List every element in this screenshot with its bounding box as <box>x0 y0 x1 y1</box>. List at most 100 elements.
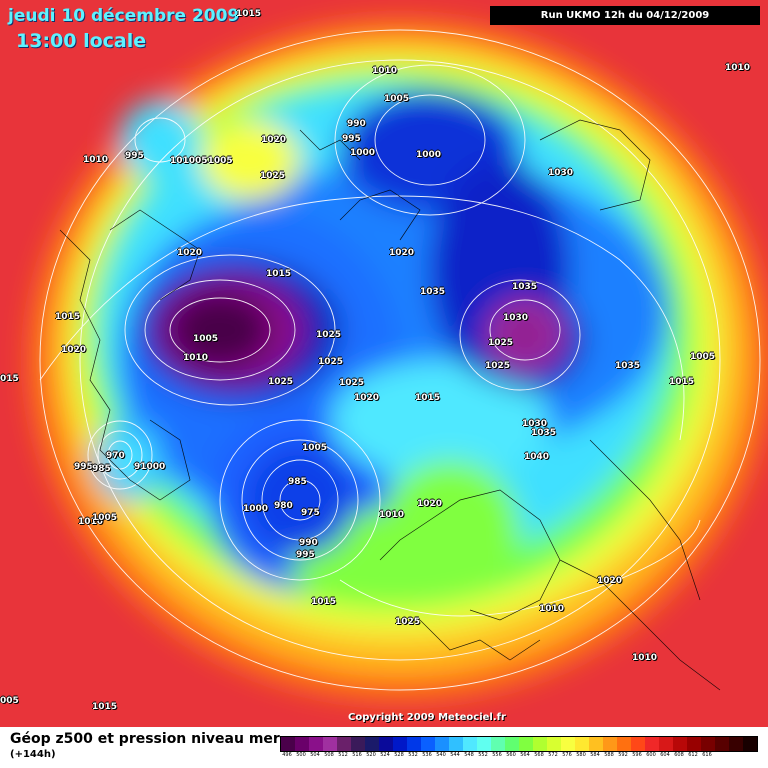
isobar-label: 995 <box>296 550 315 560</box>
scale-tick-label: 592 <box>618 752 628 758</box>
scale-swatch <box>379 737 393 751</box>
scale-tick-label: 564 <box>520 752 530 758</box>
isobar-label: 1030 <box>503 313 529 323</box>
scale-swatch <box>715 737 729 751</box>
scale-swatch <box>281 737 295 751</box>
scale-tick-label: 552 <box>478 752 488 758</box>
scale-tick-label: 596 <box>632 752 642 758</box>
isobar-label: 995 <box>74 462 93 472</box>
isobar-label: 015 <box>0 374 19 384</box>
scale-tick-label: 512 <box>338 752 348 758</box>
scale-swatch <box>575 737 589 751</box>
isobar-label: 975 <box>301 508 320 518</box>
isobar-label: 1020 <box>177 248 203 258</box>
isobar-label: 995 <box>125 151 144 161</box>
isobar-label: 1030 <box>548 168 574 178</box>
scale-tick-label: 532 <box>408 752 418 758</box>
scale-swatch <box>449 737 463 751</box>
isobar-label: 1005 <box>92 513 118 523</box>
isobar-label: 1015 <box>669 377 695 387</box>
isobar-label: 1000 <box>416 150 442 160</box>
isobar-label: 1025 <box>395 617 421 627</box>
isobar-label: 1020 <box>61 345 87 355</box>
isobar-label: 1020 <box>261 135 287 145</box>
scale-swatch <box>421 737 435 751</box>
scale-swatch <box>435 737 449 751</box>
scale-tick-label: 612 <box>688 752 698 758</box>
scale-tick-label <box>714 752 728 758</box>
scale-tick-label: 580 <box>576 752 586 758</box>
isobar-label: 1025 <box>488 338 514 348</box>
scale-tick-label: 500 <box>296 752 306 758</box>
geopotential-scale-ticks: 496 500 504 508 512 516 520 524 528 532 536 540 544 5… <box>280 752 756 758</box>
scale-swatch <box>603 737 617 751</box>
forecast-lead-time: (+144h) <box>10 749 56 760</box>
scale-tick-label: 560 <box>506 752 516 758</box>
scale-swatch <box>351 737 365 751</box>
scale-tick-label: 504 <box>310 752 320 758</box>
isobar-label: 1015 <box>415 393 441 403</box>
isobar-label: 1010 <box>372 66 398 76</box>
isobar-label: 1020 <box>597 576 623 586</box>
isobar-label: 1015 <box>266 269 292 279</box>
scale-swatch <box>687 737 701 751</box>
scale-tick-label: 556 <box>492 752 502 758</box>
isobar-label: 1030 <box>522 419 548 429</box>
scale-tick-label: 548 <box>464 752 474 758</box>
scale-tick-label: 520 <box>366 752 376 758</box>
forecast-time: 13:00 locale <box>16 30 147 52</box>
scale-tick-label: 536 <box>422 752 432 758</box>
scale-swatch <box>547 737 561 751</box>
isobar-label: 1000 <box>350 148 376 158</box>
scale-swatch <box>407 737 421 751</box>
isobar-label: 1025 <box>260 171 286 181</box>
isobar-label: 1015 <box>311 597 337 607</box>
isobar-label: 1015 <box>92 702 118 712</box>
isobar-label: 005 <box>0 696 19 706</box>
scale-tick-label: 528 <box>394 752 404 758</box>
isobar-label: 1010051005 <box>170 156 233 166</box>
scale-swatch <box>631 737 645 751</box>
isobar-label: 1015 <box>55 312 81 322</box>
isobar-label: 1010 <box>725 63 751 73</box>
isobar-label: 1010 <box>539 604 565 614</box>
scale-swatch <box>491 737 505 751</box>
forecast-date: jeudi 10 décembre 2009 <box>8 6 240 26</box>
scale-swatch <box>701 737 715 751</box>
scale-tick-label: 604 <box>660 752 670 758</box>
isobar-label: 1025 <box>339 378 365 388</box>
scale-swatch <box>589 737 603 751</box>
scale-tick-label: 616 <box>702 752 712 758</box>
scale-tick-label: 568 <box>534 752 544 758</box>
isobar-label: 91000 <box>134 462 166 472</box>
isobar-label: 1010 <box>632 653 658 663</box>
isobar-label: 990 <box>299 538 318 548</box>
weather-map <box>30 20 768 700</box>
isobar-label: 1035 <box>531 428 557 438</box>
scale-swatch <box>743 737 757 751</box>
scale-swatch <box>393 737 407 751</box>
scale-swatch <box>659 737 673 751</box>
scale-swatch <box>337 737 351 751</box>
scale-swatch <box>533 737 547 751</box>
isobar-label: 980 <box>274 501 293 511</box>
isobar-label: 985 <box>288 477 307 487</box>
isobar-label: 1025 <box>316 330 342 340</box>
isobar-label: 1040 <box>524 452 550 462</box>
isobar-label: 1025 <box>485 361 511 371</box>
map-parameter-title: Géop z500 et pression niveau mer <box>10 731 280 747</box>
legend-footer: Géop z500 et pression niveau mer (+144h)… <box>0 727 768 768</box>
scale-swatch <box>673 737 687 751</box>
scale-swatch <box>561 737 575 751</box>
isobar-label: 995 <box>342 134 361 144</box>
scale-tick-label: 524 <box>380 752 390 758</box>
isobar-label: 1005 <box>384 94 410 104</box>
scale-swatch <box>477 737 491 751</box>
isobar-label: 1010 <box>78 517 104 527</box>
scale-tick-label <box>728 752 742 758</box>
isobar-label: 970 <box>106 451 125 461</box>
model-run-info: Run UKMO 12h du 04/12/2009 <box>490 6 760 25</box>
scale-swatch <box>729 737 743 751</box>
scale-tick-label: 540 <box>436 752 446 758</box>
isobar-label: 990 <box>347 119 366 129</box>
